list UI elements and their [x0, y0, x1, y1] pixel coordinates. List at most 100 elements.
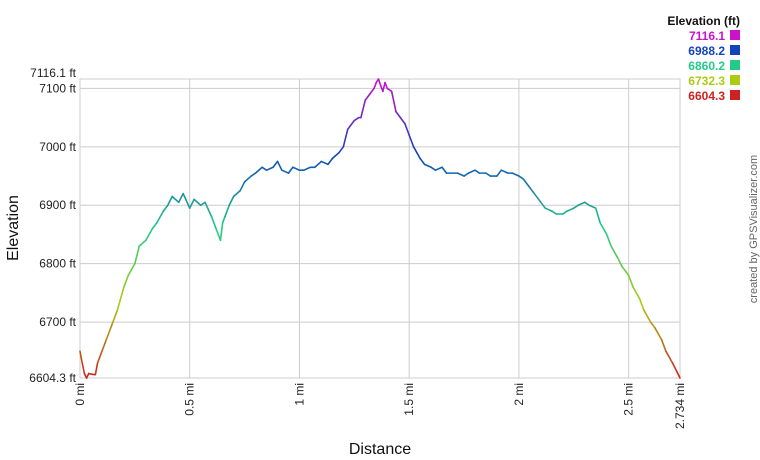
profile-segment	[562, 210, 568, 215]
profile-segment	[386, 87, 393, 93]
y-tick-label: 6700 ft	[39, 315, 76, 329]
profile-segment	[182, 192, 191, 209]
profile-segment	[360, 99, 367, 119]
profile-segment	[399, 116, 406, 125]
profile-segment	[250, 172, 257, 177]
profile-segment	[671, 362, 678, 373]
profile-segment	[485, 172, 492, 177]
profile-segment	[441, 166, 448, 174]
profile-segment	[638, 297, 645, 312]
profile-segment	[649, 321, 656, 329]
profile-segment	[221, 216, 226, 224]
profile-segment	[151, 221, 158, 230]
profile-segment	[292, 166, 301, 171]
profile-segment	[188, 198, 195, 209]
profile-segment	[134, 245, 141, 265]
profile-segment	[261, 166, 268, 171]
y-tick-label: 6900 ft	[39, 198, 76, 212]
profile-segment	[215, 227, 222, 242]
profile-segment	[171, 195, 180, 204]
legend-swatch	[730, 75, 740, 85]
profile-segment	[395, 110, 402, 119]
profile-segment	[419, 157, 426, 166]
profile-segment	[166, 195, 173, 207]
profile-segment	[665, 350, 674, 364]
profile-segment	[430, 166, 437, 171]
profile-segment	[544, 207, 553, 212]
profile-segment	[540, 201, 547, 209]
legend-value: 6988.2	[688, 44, 725, 58]
profile-segment	[239, 181, 246, 192]
profile-segment	[116, 286, 125, 312]
profile-segment	[219, 221, 224, 242]
profile-segment	[210, 216, 217, 230]
profile-segment	[320, 160, 329, 166]
x-tick-label: 2.734 mi	[673, 383, 687, 429]
profile-segment	[390, 90, 397, 113]
profile-segment	[456, 172, 465, 177]
profile-segment	[327, 157, 334, 166]
plot-background	[79, 78, 681, 379]
profile-segment	[572, 204, 579, 209]
profile-segment	[403, 122, 410, 136]
legend-swatch	[730, 90, 740, 100]
x-tick-label: 2 mi	[512, 383, 526, 406]
y-axis-ticks: 6604.3 ft 6700 ft 6800 ft 6900 ft 7000 ft 710…	[29, 66, 76, 385]
grid	[79, 78, 681, 379]
x-axis-title: Distance	[349, 441, 411, 458]
profile-segment	[105, 321, 114, 341]
profile-segment	[533, 192, 542, 204]
profile-segment	[138, 239, 147, 247]
profile-segment	[384, 81, 389, 90]
x-tick-label: 1.5 mi	[402, 383, 416, 416]
profile-segment	[621, 265, 630, 277]
y-tick-label: 7100 ft	[39, 81, 76, 95]
legend: Elevation (ft) 7116.16988.26860.26732.36…	[667, 14, 740, 103]
profile-segment	[511, 172, 520, 177]
profile-segment	[145, 227, 154, 242]
profile-segment	[500, 169, 509, 174]
credit-text: created by GPSVisualizer.com	[748, 155, 760, 303]
profile-segment	[368, 87, 375, 96]
profile-segment	[112, 309, 119, 323]
legend-title: Elevation (ft)	[667, 14, 740, 28]
profile-segment	[287, 166, 294, 174]
profile-segment	[331, 151, 340, 160]
profile-segment	[463, 172, 470, 177]
profile-segment	[594, 207, 601, 224]
elevation-profile	[79, 78, 681, 379]
profile-segment	[232, 189, 242, 198]
profile-segment	[423, 163, 432, 169]
profile-segment	[303, 166, 312, 171]
profile-segment	[373, 81, 378, 90]
profile-segment	[408, 134, 415, 148]
profile-segment	[81, 362, 86, 375]
profile-segment	[272, 160, 279, 169]
profile-segment	[177, 192, 184, 204]
profile-segment	[353, 116, 360, 122]
profile-segment	[377, 78, 382, 87]
legend-value: 6860.2	[688, 59, 725, 73]
profile-segment	[412, 146, 421, 160]
profile-segment	[204, 201, 213, 218]
profile-segment	[346, 119, 356, 131]
profile-segment	[199, 201, 206, 207]
x-tick-label: 2.5 mi	[622, 383, 636, 416]
profile-segment	[162, 204, 169, 212]
profile-segment	[364, 93, 371, 101]
profile-segment	[193, 198, 202, 207]
profile-segment	[660, 338, 667, 353]
profile-segment	[254, 166, 263, 174]
profile-segment	[522, 178, 531, 189]
y-tick-label: 6604.3 ft	[29, 371, 76, 385]
x-tick-label: 0.5 mi	[183, 383, 197, 416]
profile-segment	[643, 309, 652, 323]
profile-segment	[382, 81, 386, 93]
profile-segment	[676, 370, 681, 379]
profile-segment	[610, 245, 619, 259]
legend-value: 6732.3	[688, 74, 725, 88]
profile-segment	[467, 169, 476, 174]
y-axis-title: Elevation	[5, 195, 22, 261]
profile-segment	[654, 327, 663, 341]
